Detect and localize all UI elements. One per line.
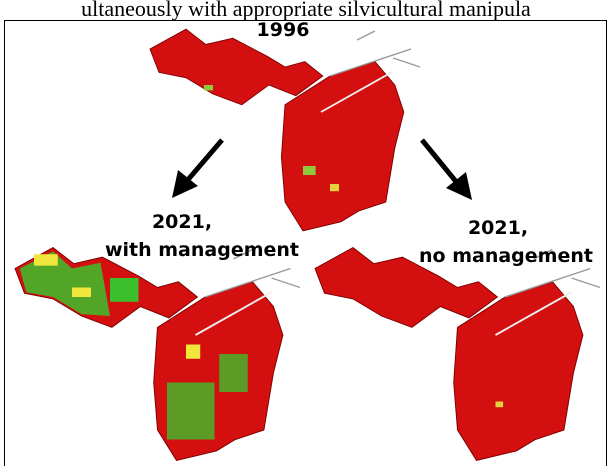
label-right-year: 2021, <box>468 217 528 239</box>
map-1996 <box>150 29 420 231</box>
figure: 1996 2021, with management 2021, no mana… <box>0 0 612 466</box>
label-left-year: 2021, <box>152 211 212 233</box>
map-with-management <box>15 248 300 461</box>
label-right-scenario: no management <box>419 245 593 267</box>
label-1996: 1996 <box>257 19 310 41</box>
page: ultaneously with appropriate silvicultur… <box>0 0 612 466</box>
map-no-management <box>315 248 600 461</box>
label-left-scenario: with management <box>105 239 299 261</box>
